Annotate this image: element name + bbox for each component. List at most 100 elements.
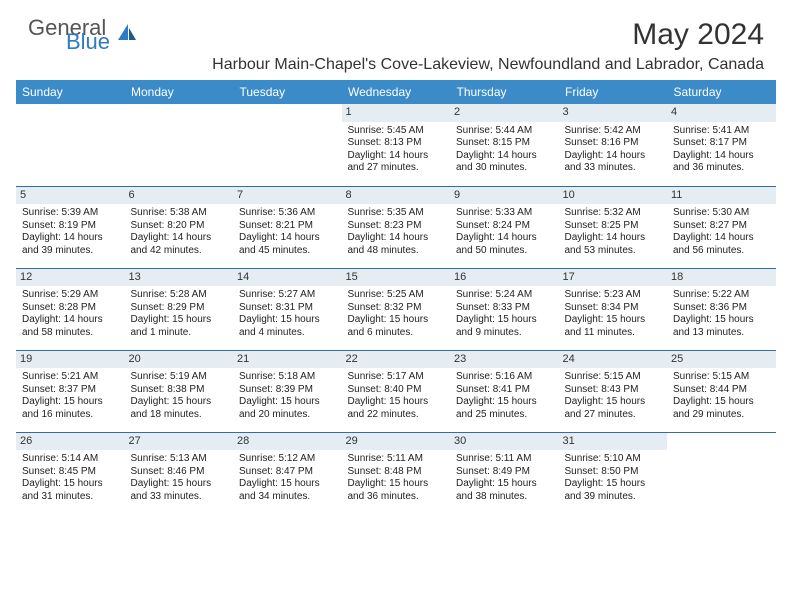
cell-dl1: Daylight: 14 hours (456, 150, 553, 163)
weekday-header: Tuesday (233, 80, 342, 104)
cell-dl1: Daylight: 15 hours (348, 478, 445, 491)
cell-dl2: and 9 minutes. (456, 327, 553, 340)
logo-text: General Blue (28, 18, 110, 52)
cell-sunrise: Sunrise: 5:14 AM (22, 453, 119, 466)
cell-dl2: and 58 minutes. (22, 327, 119, 340)
day-number: 3 (559, 104, 668, 122)
calendar-row: 5Sunrise: 5:39 AMSunset: 8:19 PMDaylight… (16, 186, 776, 268)
cell-dl1: Daylight: 14 hours (673, 232, 770, 245)
cell-dl2: and 53 minutes. (565, 245, 662, 258)
cell-sunset: Sunset: 8:34 PM (565, 302, 662, 315)
cell-dl2: and 36 minutes. (348, 491, 445, 504)
day-number: 20 (125, 351, 234, 369)
cell-sunset: Sunset: 8:21 PM (239, 220, 336, 233)
calendar-cell: 4Sunrise: 5:41 AMSunset: 8:17 PMDaylight… (667, 104, 776, 186)
weekday-header: Sunday (16, 80, 125, 104)
day-number: 16 (450, 269, 559, 287)
cell-dl1: Daylight: 15 hours (673, 396, 770, 409)
day-number: 26 (16, 433, 125, 451)
calendar-cell: 10Sunrise: 5:32 AMSunset: 8:25 PMDayligh… (559, 186, 668, 268)
calendar-cell: 3 Sunrise: 5:42 AMSunset: 8:16 PMDaylight… (559, 104, 668, 186)
cell-dl1: Daylight: 15 hours (456, 478, 553, 491)
calendar-cell: 7Sunrise: 5:36 AMSunset: 8:21 PMDaylight… (233, 186, 342, 268)
cell-sunset: Sunset: 8:40 PM (348, 384, 445, 397)
cell-sunrise: Sunrise: 5:29 AM (22, 289, 119, 302)
day-number: 2 (450, 104, 559, 122)
day-number: 15 (342, 269, 451, 287)
calendar-cell: 13Sunrise: 5:28 AMSunset: 8:29 PMDayligh… (125, 268, 234, 350)
calendar-row: 1Sunrise: 5:45 AMSunset: 8:13 PMDaylight… (16, 104, 776, 186)
cell-dl1: Daylight: 14 hours (22, 314, 119, 327)
cell-sunset: Sunset: 8:47 PM (239, 466, 336, 479)
calendar-cell-empty (125, 104, 234, 186)
calendar-cell: 31Sunrise: 5:10 AMSunset: 8:50 PMDayligh… (559, 432, 668, 514)
cell-dl1: Daylight: 14 hours (22, 232, 119, 245)
cell-sunset: Sunset: 8:28 PM (22, 302, 119, 315)
cell-sunset: Sunset: 8:44 PM (673, 384, 770, 397)
cell-sunset: Sunset: 8:43 PM (565, 384, 662, 397)
cell-sunrise: Sunrise: 5:11 AM (456, 453, 553, 466)
cell-sunrise: Sunrise: 5:36 AM (239, 207, 336, 220)
cell-sunrise: Sunrise: 5:18 AM (239, 371, 336, 384)
cell-dl1: Daylight: 15 hours (565, 396, 662, 409)
calendar-row: 26Sunrise: 5:14 AMSunset: 8:45 PMDayligh… (16, 432, 776, 514)
cell-sunset: Sunset: 8:41 PM (456, 384, 553, 397)
cell-sunrise: Sunrise: 5:23 AM (565, 289, 662, 302)
cell-dl2: and 50 minutes. (456, 245, 553, 258)
cell-dl1: Daylight: 14 hours (565, 150, 662, 163)
cell-sunset: Sunset: 8:15 PM (456, 137, 553, 150)
day-number: 21 (233, 351, 342, 369)
cell-sunrise: Sunrise: 5:39 AM (22, 207, 119, 220)
cell-dl2: and 1 minute. (131, 327, 228, 340)
cell-sunrise: Sunrise: 5:28 AM (131, 289, 228, 302)
cell-sunset: Sunset: 8:48 PM (348, 466, 445, 479)
cell-sunrise: Sunrise: 5:12 AM (239, 453, 336, 466)
cell-sunrise: Sunrise: 5:16 AM (456, 371, 553, 384)
cell-dl2: and 13 minutes. (673, 327, 770, 340)
calendar-cell: 9Sunrise: 5:33 AMSunset: 8:24 PMDaylight… (450, 186, 559, 268)
calendar-cell: 12Sunrise: 5:29 AMSunset: 8:28 PMDayligh… (16, 268, 125, 350)
cell-dl2: and 42 minutes. (131, 245, 228, 258)
calendar-cell: 22Sunrise: 5:17 AMSunset: 8:40 PMDayligh… (342, 350, 451, 432)
cell-dl2: and 33 minutes. (131, 491, 228, 504)
weekday-header: Thursday (450, 80, 559, 104)
cell-dl1: Daylight: 15 hours (348, 314, 445, 327)
cell-sunrise: Sunrise: 5:11 AM (348, 453, 445, 466)
cell-sunrise: Sunrise: 5:32 AM (565, 207, 662, 220)
day-number: 13 (125, 269, 234, 287)
cell-sunrise: Sunrise: 5:45 AM (348, 125, 445, 138)
page-title: May 2024 (632, 18, 764, 52)
day-number: 10 (559, 187, 668, 205)
calendar-cell: 16Sunrise: 5:24 AMSunset: 8:33 PMDayligh… (450, 268, 559, 350)
cell-sunrise: Sunrise: 5:13 AM (131, 453, 228, 466)
header: General Blue May 2024 (0, 0, 792, 56)
calendar-row: 19Sunrise: 5:21 AMSunset: 8:37 PMDayligh… (16, 350, 776, 432)
cell-dl1: Daylight: 15 hours (239, 478, 336, 491)
calendar-cell-empty (667, 432, 776, 514)
calendar-cell: 15Sunrise: 5:25 AMSunset: 8:32 PMDayligh… (342, 268, 451, 350)
cell-sunrise: Sunrise: 5:10 AM (565, 453, 662, 466)
cell-sunrise: Sunrise: 5:33 AM (456, 207, 553, 220)
day-number: 6 (125, 187, 234, 205)
cell-sunset: Sunset: 8:13 PM (348, 137, 445, 150)
cell-dl2: and 20 minutes. (239, 409, 336, 422)
cell-dl2: and 29 minutes. (673, 409, 770, 422)
cell-sunset: Sunset: 8:19 PM (22, 220, 119, 233)
cell-dl2: and 39 minutes. (22, 245, 119, 258)
cell-sunrise: Sunrise: 5:42 AM (565, 125, 662, 138)
cell-sunrise: Sunrise: 5:44 AM (456, 125, 553, 138)
location-subtitle: Harbour Main-Chapel's Cove-Lakeview, New… (0, 56, 792, 80)
cell-sunset: Sunset: 8:32 PM (348, 302, 445, 315)
calendar-cell: 25Sunrise: 5:15 AMSunset: 8:44 PMDayligh… (667, 350, 776, 432)
day-number: 11 (667, 187, 776, 205)
cell-dl2: and 6 minutes. (348, 327, 445, 340)
logo-word-2: Blue (66, 32, 110, 52)
calendar-cell-empty (16, 104, 125, 186)
cell-dl2: and 30 minutes. (456, 162, 553, 175)
weekday-header: Friday (559, 80, 668, 104)
cell-dl2: and 22 minutes. (348, 409, 445, 422)
cell-dl2: and 4 minutes. (239, 327, 336, 340)
cell-sunset: Sunset: 8:16 PM (565, 137, 662, 150)
cell-sunset: Sunset: 8:27 PM (673, 220, 770, 233)
cell-dl2: and 27 minutes. (565, 409, 662, 422)
